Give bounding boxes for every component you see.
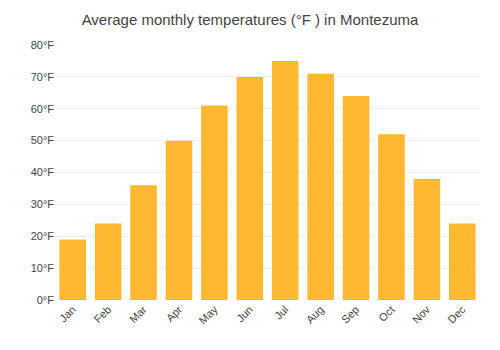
svg-text:50°F: 50°F <box>31 134 55 146</box>
svg-text:Sep: Sep <box>339 303 361 325</box>
svg-text:Average monthly temperatures (: Average monthly temperatures (°F ) in Mo… <box>82 11 419 28</box>
svg-text:Apr: Apr <box>164 303 185 324</box>
svg-text:Jul: Jul <box>272 303 290 321</box>
svg-text:Nov: Nov <box>410 303 433 326</box>
svg-text:40°F: 40°F <box>31 166 55 178</box>
svg-text:80°F: 80°F <box>31 39 55 51</box>
svg-text:Jan: Jan <box>57 303 78 324</box>
svg-text:20°F: 20°F <box>31 230 55 242</box>
svg-text:0°F: 0°F <box>37 294 55 306</box>
svg-text:Dec: Dec <box>445 303 468 326</box>
svg-text:10°F: 10°F <box>31 262 55 274</box>
svg-text:60°F: 60°F <box>31 103 55 115</box>
svg-text:Oct: Oct <box>376 303 397 324</box>
svg-text:Mar: Mar <box>127 303 149 325</box>
svg-text:30°F: 30°F <box>31 198 55 210</box>
svg-text:Feb: Feb <box>92 303 114 325</box>
svg-text:70°F: 70°F <box>31 71 55 83</box>
svg-text:May: May <box>197 303 221 327</box>
svg-text:Aug: Aug <box>304 303 326 325</box>
svg-text:Jun: Jun <box>234 303 255 324</box>
